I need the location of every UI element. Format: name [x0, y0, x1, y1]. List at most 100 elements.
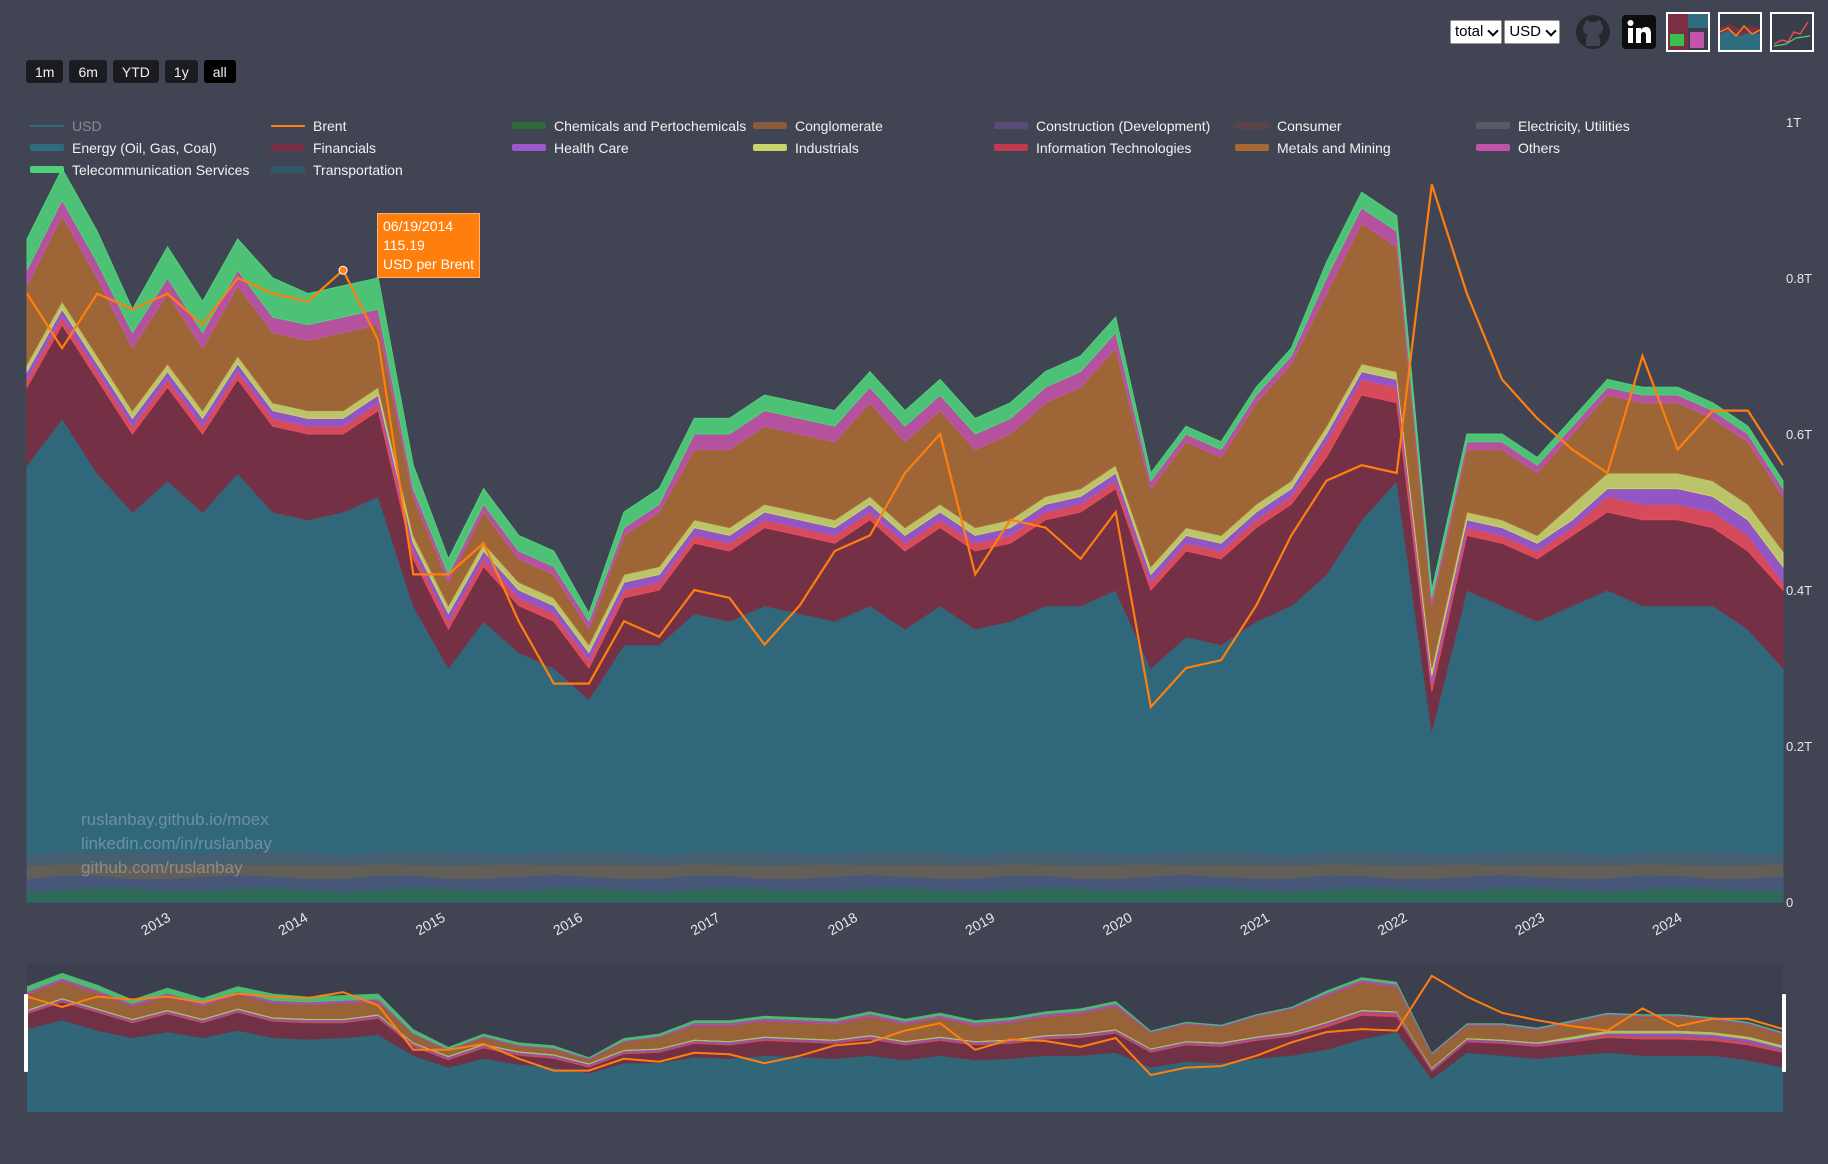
legend-item-telecom[interactable]: Telecommunication Services — [30, 161, 271, 178]
x-tick-label: 2022 — [1375, 909, 1410, 939]
github-icon[interactable] — [1574, 13, 1612, 51]
brent-series-line — [26, 184, 1784, 710]
range-slider-right-handle[interactable] — [1782, 994, 1786, 1072]
small-sector-band — [27, 888, 1783, 902]
legend-item-electricity[interactable]: Electricity, Utilities — [1476, 117, 1717, 134]
treemap-view-thumbnail[interactable] — [1666, 12, 1710, 52]
legend-swatch — [30, 144, 64, 151]
scatter-view-thumbnail[interactable] — [1770, 12, 1814, 52]
legend-label: Telecommunication Services — [72, 161, 250, 178]
mode-select[interactable]: total — [1449, 20, 1503, 44]
y-axis: 0 0.2T 0.4T 0.6T 0.8T 1T — [1786, 115, 1812, 910]
range-slider-area — [27, 1002, 1783, 1080]
linkedin-icon[interactable] — [1620, 13, 1658, 51]
watermark: ruslanbay.github.io/moex linkedin.com/in… — [81, 808, 272, 880]
legend-item-consumer[interactable]: Consumer — [1235, 117, 1476, 134]
legend-swatch — [1235, 122, 1269, 129]
tooltip-date: 06/19/2014 — [383, 218, 454, 234]
range-6m-button[interactable]: 6m — [69, 60, 107, 83]
watermark-line: github.com/ruslanbay — [81, 858, 243, 877]
x-tick-label: 2024 — [1649, 909, 1684, 939]
tooltip-unit: USD per Brent — [383, 256, 475, 272]
legend-label: Conglomerate — [795, 117, 883, 134]
legend-item-financials[interactable]: Financials — [271, 139, 512, 156]
x-tick-label: 2019 — [962, 909, 997, 939]
legend-item-industrials[interactable]: Industrials — [753, 139, 994, 156]
legend-item-usd[interactable]: USD — [30, 117, 271, 134]
range-slider[interactable] — [24, 964, 1786, 1112]
legend-item-transportation[interactable]: Transportation — [271, 161, 512, 178]
legend-swatch — [271, 124, 305, 127]
range-1y-button[interactable]: 1y — [164, 60, 198, 83]
legend-item-health-care[interactable]: Health Care — [512, 139, 753, 156]
x-tick-label: 2013 — [138, 909, 173, 939]
range-slider-area — [27, 1020, 1783, 1112]
y-tick-label: 1T — [1786, 115, 1801, 130]
range-slider-left-handle[interactable] — [24, 994, 28, 1072]
area-telecommunication-services — [26, 167, 1784, 623]
legend-item-chemicals[interactable]: Chemicals and Pertochemicals — [512, 117, 753, 134]
legend-swatch — [1476, 144, 1510, 151]
legend-label: Others — [1518, 139, 1561, 156]
plot-areas — [26, 167, 1784, 903]
legend-item-others[interactable]: Others — [1476, 139, 1717, 156]
x-tick-label: 2016 — [550, 909, 585, 939]
range-selector: 1m 6m YTD 1y all — [26, 60, 236, 83]
watermark-line: linkedin.com/in/ruslanbay — [81, 834, 272, 853]
brent-line — [26, 184, 1784, 710]
legend: USD Brent Chemicals and Pertochemicals C… — [30, 117, 1660, 178]
legend-swatch — [753, 122, 787, 129]
legend-label: Health Care — [554, 139, 629, 156]
x-tick-label: 2020 — [1100, 909, 1135, 939]
legend-swatch — [271, 144, 305, 151]
legend-label: Energy (Oil, Gas, Coal) — [72, 139, 217, 156]
hover-tooltip: 06/19/2014 115.19 USD per Brent — [377, 213, 481, 278]
small-sector-band — [27, 864, 1783, 880]
legend-label: USD — [72, 117, 102, 134]
toolbar: total USD — [1449, 12, 1814, 52]
x-tick-label: 2015 — [413, 909, 448, 939]
legend-item-brent[interactable]: Brent — [271, 117, 512, 134]
legend-label: Financials — [313, 139, 377, 156]
legend-swatch — [1235, 144, 1269, 151]
small-sectors-bands — [27, 850, 1783, 902]
hover-point — [338, 265, 348, 275]
small-sector-band — [27, 875, 1783, 893]
legend-label: Construction (Development) — [1036, 117, 1211, 134]
legend-swatch — [512, 122, 546, 129]
tooltip-value: 115.19 — [383, 237, 425, 253]
legend-label: Brent — [313, 117, 347, 134]
x-tick-label: 2017 — [688, 909, 723, 939]
y-tick-label: 0.8T — [1786, 271, 1812, 286]
x-axis: 2013 2014 2015 2016 2017 2018 2019 2020 2021 2022… — [138, 909, 1685, 939]
y-tick-label: 0 — [1786, 895, 1793, 910]
y-tick-label: 0.6T — [1786, 427, 1812, 442]
currency-select[interactable]: USD — [1504, 20, 1560, 44]
x-tick-label: 2018 — [825, 909, 860, 939]
legend-item-metals[interactable]: Metals and Mining — [1235, 139, 1476, 156]
legend-swatch — [271, 166, 305, 173]
legend-swatch — [512, 144, 546, 151]
legend-label: Metals and Mining — [1277, 139, 1391, 156]
legend-label: Electricity, Utilities — [1518, 117, 1630, 134]
range-slider-brent-line — [26, 974, 1784, 1077]
y-tick-label: 0.2T — [1786, 739, 1812, 754]
x-tick-label: 2014 — [275, 909, 310, 939]
legend-swatch — [994, 144, 1028, 151]
legend-swatch — [753, 144, 787, 151]
y-tick-label: 0.4T — [1786, 583, 1812, 598]
range-ytd-button[interactable]: YTD — [112, 60, 159, 83]
area-view-thumbnail[interactable] — [1718, 12, 1762, 52]
legend-item-construction[interactable]: Construction (Development) — [994, 117, 1235, 134]
range-1m-button[interactable]: 1m — [26, 60, 64, 83]
legend-item-energy[interactable]: Energy (Oil, Gas, Coal) — [30, 139, 271, 156]
legend-label: Transportation — [313, 161, 403, 178]
legend-label: Industrials — [795, 139, 859, 156]
legend-item-it[interactable]: Information Technologies — [994, 139, 1235, 156]
legend-swatch — [1476, 122, 1510, 129]
legend-item-conglomerate[interactable]: Conglomerate — [753, 117, 994, 134]
range-all-button[interactable]: all — [203, 60, 236, 83]
legend-label: Chemicals and Pertochemicals — [554, 117, 747, 134]
x-tick-label: 2023 — [1512, 909, 1547, 939]
